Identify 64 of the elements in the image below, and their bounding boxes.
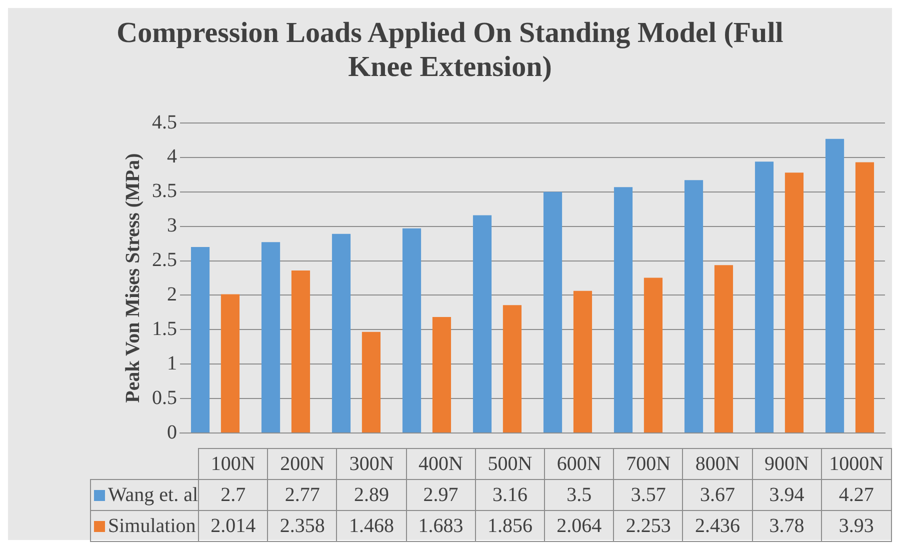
chart-title: Compression Loads Applied On Standing Model (Full Knee Extension)	[116, 16, 784, 85]
x-tick-label: 400N	[406, 448, 476, 480]
data-label: 2.77	[268, 480, 337, 510]
data-label: 2.97	[406, 480, 476, 510]
bar	[784, 172, 804, 432]
bar	[472, 215, 492, 432]
data-label: 3.67	[682, 480, 752, 510]
bar	[261, 242, 280, 432]
x-tick-label: 500N	[475, 448, 545, 480]
x-tick-label: 300N	[336, 448, 406, 480]
y-tick-label: 3	[167, 214, 177, 237]
data-label: 3.94	[752, 480, 822, 510]
bar	[432, 317, 452, 432]
bar	[684, 180, 704, 432]
legend-label: Wang et. al	[90, 480, 199, 510]
data-label: 3.5	[544, 480, 614, 510]
data-label: 2.014	[198, 510, 268, 542]
data-label: 2.253	[614, 510, 683, 542]
data-label: 2.89	[336, 480, 406, 510]
y-tick-label: 2	[167, 283, 177, 306]
data-label: 2.064	[544, 510, 614, 542]
y-tick-label: 0	[167, 421, 177, 444]
x-tick-label: 1000N	[821, 448, 892, 480]
y-tick-label: 2.5	[152, 249, 177, 272]
bar	[644, 278, 663, 432]
y-tick-label: 1	[167, 352, 177, 374]
data-label: 2.358	[268, 510, 337, 542]
bar	[402, 228, 422, 432]
data-label: 3.57	[614, 480, 683, 510]
y-tick-label: 0.5	[152, 386, 177, 409]
data-label: 2.436	[682, 510, 752, 542]
legend-label: Simulation	[90, 510, 199, 542]
x-tick-label: 200N	[268, 448, 337, 480]
data-label: 1.856	[475, 510, 545, 542]
bar	[714, 265, 734, 432]
y-tick-label: 1.5	[152, 318, 177, 340]
x-tick-label: 700N	[614, 448, 683, 480]
y-tick-label: 4	[167, 146, 177, 168]
bar	[220, 294, 240, 432]
x-tick-label: 900N	[752, 448, 822, 480]
data-label: 4.27	[821, 480, 892, 510]
data-label: 3.16	[475, 480, 545, 510]
bar	[332, 234, 351, 432]
bar	[754, 162, 774, 432]
x-tick-label: 100N	[198, 448, 268, 480]
data-label: 2.7	[198, 480, 268, 510]
y-tick-label: 3.5	[152, 180, 177, 202]
bar	[855, 162, 874, 432]
bar	[362, 332, 381, 432]
bar	[614, 187, 633, 432]
data-label: 3.78	[752, 510, 822, 542]
bar	[825, 138, 844, 432]
x-tick-label: 600N	[544, 448, 614, 480]
data-label: 1.468	[336, 510, 406, 542]
bar	[573, 290, 592, 432]
bar	[502, 305, 522, 432]
y-tick-label: 4.5	[152, 111, 177, 134]
bar	[543, 192, 562, 432]
bar	[190, 247, 210, 432]
data-label: 3.93	[821, 510, 892, 542]
x-tick-label: 800N	[682, 448, 752, 480]
y-axis-title: Peak Von Mises Stress (MPa)	[122, 153, 144, 403]
bar	[291, 270, 310, 432]
data-label: 1.683	[406, 510, 476, 542]
